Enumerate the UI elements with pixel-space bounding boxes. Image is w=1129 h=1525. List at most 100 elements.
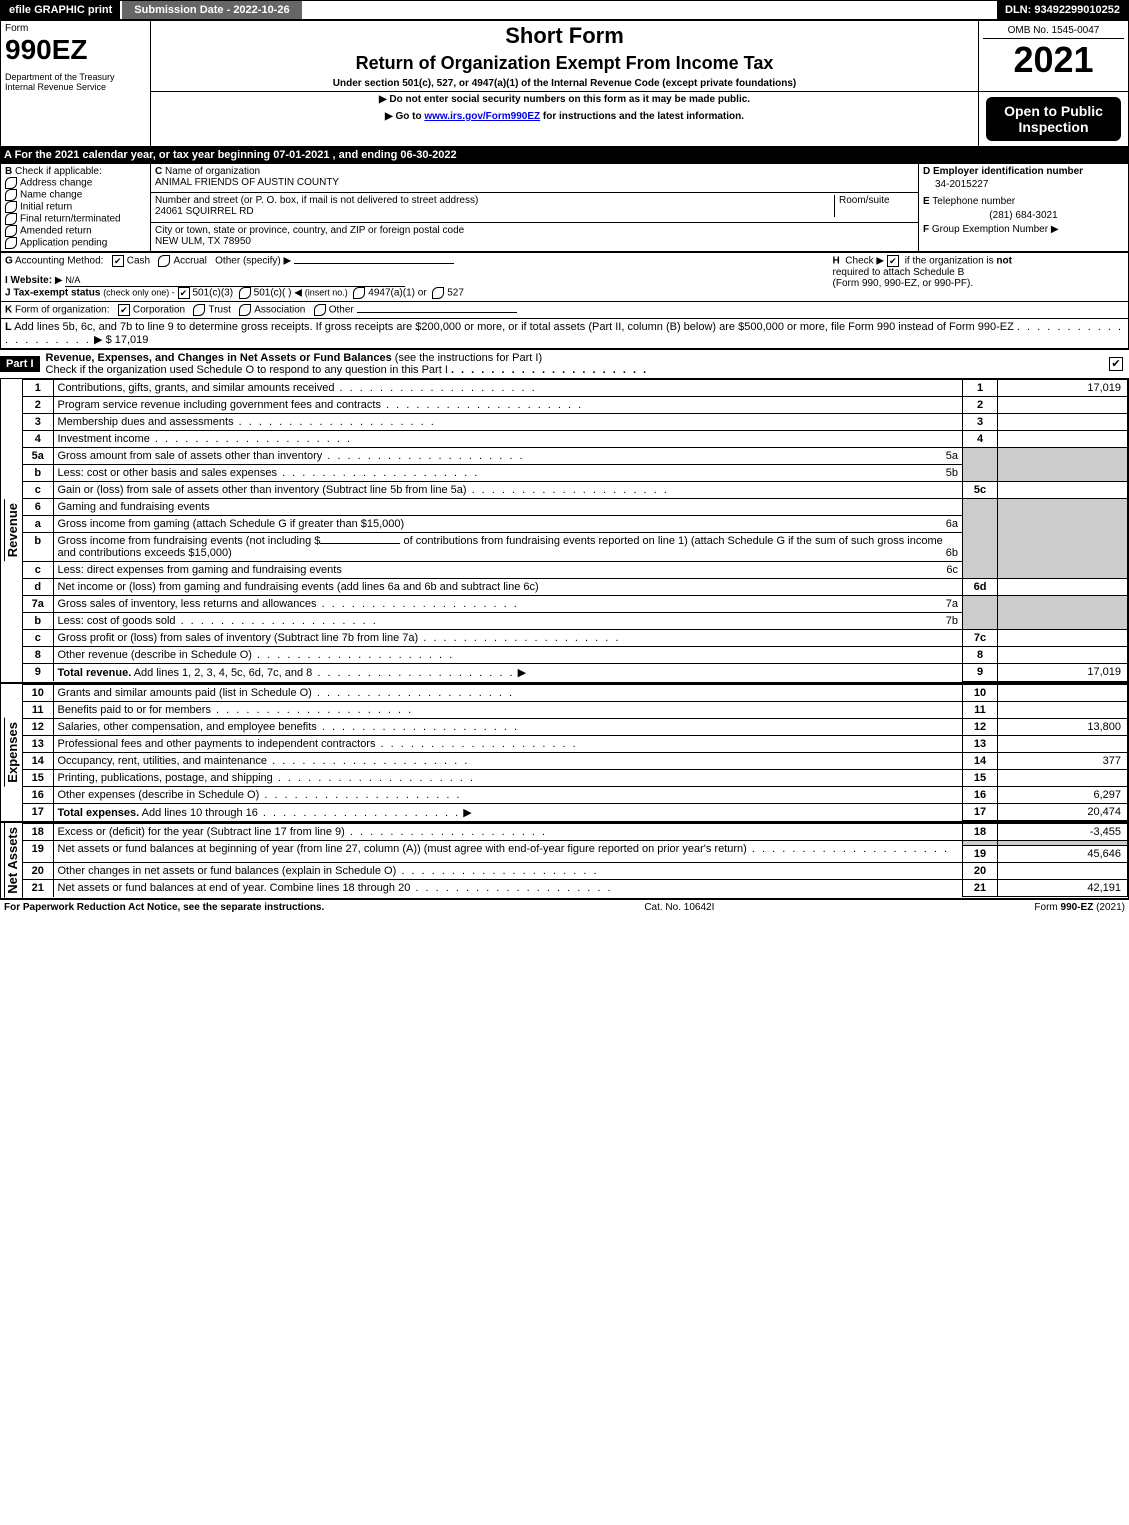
ln-4-val (998, 431, 1128, 448)
ln-11-desc: Benefits paid to or for members (58, 704, 211, 716)
ln-15: 15 (23, 769, 53, 786)
ln-7a-desc: Gross sales of inventory, less returns a… (58, 598, 317, 610)
form-number: 990EZ (5, 34, 146, 66)
name-change-checkbox[interactable] (5, 190, 20, 201)
line-k: K Form of organization: Corporation Trus… (0, 302, 1129, 319)
page-footer: For Paperwork Reduction Act Notice, see … (0, 899, 1129, 915)
dept-label: Department of the Treasury (5, 72, 146, 82)
main-title: Return of Organization Exempt From Incom… (155, 53, 974, 74)
ln-14-desc: Occupancy, rent, utilities, and maintena… (58, 755, 268, 767)
4947-label: 4947(a)(1) or (368, 288, 426, 299)
ln-5b: b (23, 465, 53, 482)
ln-8-desc: Other revenue (describe in Schedule O) (58, 649, 252, 661)
ln-15-desc: Printing, publications, postage, and shi… (58, 772, 273, 784)
501c3-checkbox[interactable] (178, 288, 193, 299)
grey-5ab-val (998, 448, 1128, 482)
ln-21-col: 21 (963, 880, 998, 897)
other-checkbox[interactable] (314, 305, 329, 316)
ln-7c-desc: Gross profit or (loss) from sales of inv… (58, 632, 419, 644)
ln-17-val: 20,474 (998, 803, 1128, 821)
ln-7c: c (23, 630, 53, 647)
initial-checkbox[interactable] (5, 202, 20, 213)
ln-12-val: 13,800 (998, 718, 1128, 735)
ln-16: 16 (23, 786, 53, 803)
addr-change-checkbox[interactable] (5, 178, 20, 189)
h-text1: Check ▶ (845, 256, 884, 267)
city-label: City or town, state or province, country… (155, 225, 464, 236)
h-checkbox[interactable] (887, 256, 902, 267)
arrow-icon: ▶ (284, 256, 292, 267)
pending-checkbox[interactable] (5, 238, 20, 249)
ln-9-val: 17,019 (998, 664, 1128, 682)
assoc-checkbox[interactable] (239, 305, 254, 316)
amended-checkbox[interactable] (5, 226, 20, 237)
arrow-icon: ▶ (463, 807, 471, 819)
501c-checkbox[interactable] (239, 288, 254, 299)
submission-date: Submission Date - 2022-10-26 (122, 1, 301, 19)
527-checkbox[interactable] (432, 288, 447, 299)
cash-checkbox[interactable] (112, 256, 127, 267)
ln-5b-subln: 5b (946, 467, 958, 479)
ln-4-col: 4 (963, 431, 998, 448)
final-label: Final return/terminated (20, 214, 121, 225)
ln-17-col: 17 (963, 803, 998, 821)
ln-8-val (998, 647, 1128, 664)
ln-10-desc: Grants and similar amounts paid (list in… (58, 687, 312, 699)
accrual-label: Accrual (173, 256, 206, 267)
h-text3: required to attach Schedule B (833, 267, 965, 278)
schedule-o-checkbox[interactable]: ✔ (1109, 357, 1123, 371)
ln-6b: b (23, 533, 53, 562)
ln-18-val: -3,455 (998, 824, 1128, 841)
subtitle: Under section 501(c), 527, or 4947(a)(1)… (155, 78, 974, 89)
ln-18-col: 18 (963, 824, 998, 841)
j-label: J Tax-exempt status (5, 288, 100, 299)
ln-11: 11 (23, 701, 53, 718)
ln-19: 19 (23, 841, 53, 863)
h-text4: (Form 990, 990-EZ, or 990-PF). (833, 278, 974, 289)
trust-label: Trust (208, 305, 230, 316)
corp-label: Corporation (133, 305, 185, 316)
footer-right: Form 990-EZ (2021) (1034, 902, 1125, 913)
irs-link[interactable]: www.irs.gov/Form990EZ (424, 111, 540, 122)
ln-17: 17 (23, 803, 53, 821)
ln-18-desc: Excess or (deficit) for the year (Subtra… (58, 826, 345, 838)
part-i-sub: (see the instructions for Part I) (395, 352, 542, 364)
accrual-checkbox[interactable] (158, 256, 173, 267)
ln-5c: c (23, 482, 53, 499)
ln-16-desc: Other expenses (describe in Schedule O) (58, 789, 260, 801)
addr-change-label: Address change (20, 178, 92, 189)
ln-6: 6 (23, 499, 53, 516)
final-checkbox[interactable] (5, 214, 20, 225)
j-sub: (check only one) - (103, 288, 175, 298)
grey-7ab (963, 596, 998, 630)
ein-value: 34-2015227 (923, 177, 1124, 196)
ln-1-desc: Contributions, gifts, grants, and simila… (58, 382, 335, 394)
ln-18: 18 (23, 824, 53, 841)
gh-block: G Accounting Method: Cash Accrual Other … (0, 252, 1129, 302)
trust-checkbox[interactable] (193, 305, 208, 316)
ln-8: 8 (23, 647, 53, 664)
ln-4-desc: Investment income (58, 433, 150, 445)
efile-label: efile GRAPHIC print (1, 1, 120, 19)
ln-19-col: 19 (963, 846, 998, 863)
name-change-label: Name change (20, 190, 82, 201)
ln-3-desc: Membership dues and assessments (58, 416, 234, 428)
g-label: G (5, 256, 13, 267)
ln-2-desc: Program service revenue including govern… (58, 399, 381, 411)
ln-6c-subln: 6c (946, 564, 958, 576)
org-name: ANIMAL FRIENDS OF AUSTIN COUNTY (155, 177, 339, 188)
corp-checkbox[interactable] (118, 305, 133, 316)
ln-11-val (998, 701, 1128, 718)
ln-13-val (998, 735, 1128, 752)
d-label: D Employer identification number (923, 166, 1083, 177)
arrow-icon: ▶ (55, 275, 63, 286)
ln-17-desc: Total expenses. (58, 807, 140, 819)
ln-5c-desc: Gain or (loss) from sale of assets other… (58, 484, 467, 496)
501c-label: 501(c)( ) (254, 288, 292, 299)
b-check-if: Check if applicable: (15, 166, 102, 177)
4947-checkbox[interactable] (353, 288, 368, 299)
revenue-vlabel: Revenue (4, 499, 20, 561)
ln-5b-desc: Less: cost or other basis and sales expe… (58, 467, 278, 479)
ln-1: 1 (23, 380, 53, 397)
grey-5ab (963, 448, 998, 482)
